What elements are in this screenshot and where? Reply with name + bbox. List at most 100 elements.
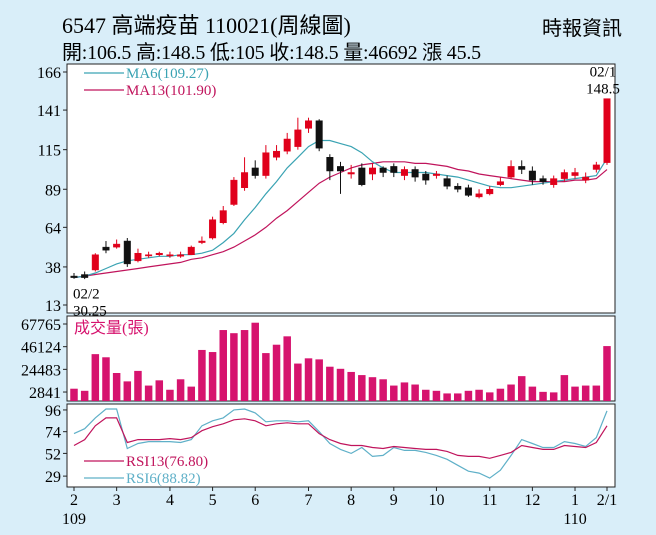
x-tick-label: 6 [251,492,259,509]
candle-body [443,178,451,187]
volume-bar [464,390,473,401]
candle-body [177,254,185,257]
candle-body [145,254,153,257]
rsi13-line [73,417,608,459]
price-y-tick-label: 141 [37,103,61,120]
candle-body [432,173,440,176]
volume-bar [422,389,430,401]
volume-bar [144,385,153,401]
volume-bar [496,388,505,401]
volume-bar [219,330,227,401]
candle-body [571,172,579,176]
volume-bar [166,389,174,401]
candle-body [155,252,163,255]
volume-bar [134,370,142,401]
candle-body [123,240,131,265]
candle-body [251,167,259,176]
candle-body [400,169,408,176]
volume-bar [379,379,387,401]
rsi6-legend-label: RSI6(88.82) [126,471,201,487]
volume-bar [539,391,547,401]
x-tick-label: 4 [166,492,174,509]
x-tick-label: 2 [70,492,78,509]
candle-body [337,166,344,172]
price-panel: 166 141 115 89 64 38 13 MA6(109.27)MA13(101.90)… [37,65,620,320]
candle-body [305,120,313,129]
candle-body [379,167,387,173]
candle-body [70,275,78,278]
candle-body [230,179,238,205]
ma6-legend-label: MA6(109.27) [126,66,209,82]
candle-body [134,252,142,262]
candle-body [326,157,334,172]
candle-body [464,187,472,196]
volume-bar [155,380,164,401]
rsi-y-tick-label: 96 [45,403,61,420]
candle-body [273,150,281,158]
volume-bar [517,376,526,401]
x-year-label: 110 [563,511,586,528]
candle-body [91,254,99,271]
volume-bar [80,390,89,401]
x-tick-label: 10 [428,492,444,509]
candle-body [550,178,558,185]
candle-body [560,172,568,179]
volume-bar [102,357,110,401]
candle-body [475,193,483,198]
x-tick-label: 2/1 [597,492,617,509]
candle-body [262,152,270,176]
ma13-legend-label: MA13(101.90) [126,83,216,99]
volume-bar [283,336,291,401]
volume-bar [411,384,419,401]
candle-body [518,166,526,170]
rsi-y-tick-label: 52 [45,446,61,463]
volume-bar [251,322,259,401]
volume-bar [304,358,313,401]
data-source: 時報資訊 [542,18,622,40]
ma6-line [73,139,608,279]
x-axis: 2 3 4 5 6 7 8 9 10 11 12 1 2/1 109 110 [62,487,617,528]
chart-title: 6547 高端疫苗 110021(周線圖) [62,13,351,38]
candle-body [592,164,600,170]
candle-body [166,254,174,257]
volume-bar [358,375,366,401]
candle-body [422,173,430,181]
volume-panel: 67765 46124 24483 2841 成交量(張) [21,317,611,402]
volume-bar [240,330,249,401]
volume-bar [603,346,611,401]
rsi13-legend-label: RSI13(76.80) [126,454,208,470]
volume-bar [475,389,483,401]
candle-body [294,129,302,147]
volume-bar [528,386,537,401]
volume-y-tick-label: 24483 [21,362,61,379]
candle-body [368,167,376,175]
price-y-tick-label: 166 [37,65,61,82]
volume-bar [198,349,206,401]
candle-body [358,167,366,185]
x-tick-label: 7 [305,492,313,509]
volume-bar [294,363,302,401]
low-annotation: 02/2 [73,287,100,303]
candle-body [486,189,494,195]
volume-bar [326,366,334,401]
candle-body [347,172,355,175]
candle-body [241,172,249,188]
volume-bar [592,385,601,401]
price-y-tick-label: 38 [45,260,61,277]
x-year-label: 109 [62,511,86,528]
volume-bar [368,377,377,401]
price-y-tick-label: 64 [45,220,61,237]
high-annotation: 148.5 [586,82,620,98]
volume-y-tick-label: 67765 [21,317,61,334]
volume-bar [485,392,494,401]
volume-bar [230,333,238,401]
candle-body [102,246,110,251]
x-tick-label: 12 [524,492,540,509]
x-tick-label: 8 [347,492,355,509]
candle-body [283,138,291,152]
panel-frames [66,63,616,488]
high-annotation: 02/1 [590,65,617,81]
candle-body [209,219,217,239]
candle-body [81,274,89,278]
x-tick-label: 1 [571,492,579,509]
